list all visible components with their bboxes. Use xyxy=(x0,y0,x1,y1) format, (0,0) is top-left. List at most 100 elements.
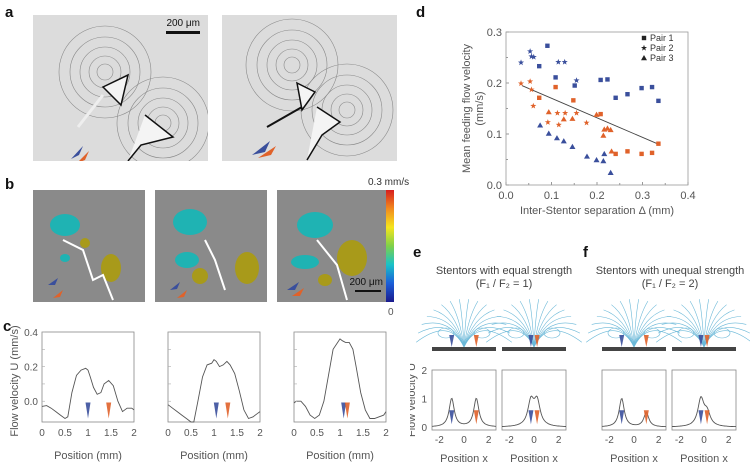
scale-bar-label-a: 200 μm xyxy=(166,18,200,29)
blue-stentor-marker-shape xyxy=(528,335,534,347)
x-axis-label: Position x xyxy=(680,453,728,465)
data-point xyxy=(527,78,534,85)
piv-image-b3: 200 μm xyxy=(277,190,389,302)
legend-marker xyxy=(641,55,647,61)
data-point xyxy=(545,43,550,48)
data-point xyxy=(656,141,661,146)
streamline xyxy=(463,299,469,348)
y-tick-label: 1 xyxy=(421,395,427,406)
series-pair-1-orange xyxy=(537,84,661,157)
wall-surface xyxy=(502,347,566,351)
data-point xyxy=(573,77,580,84)
orange-stentor-marker-shape xyxy=(473,335,479,347)
blue-stentor-marker-shape xyxy=(698,335,704,347)
panel-label-b: b xyxy=(5,176,15,193)
orange-stentor-marker-shape xyxy=(534,335,540,347)
x-tick-label: 2 xyxy=(383,428,389,439)
panel-label-a: a xyxy=(5,4,14,21)
velocity-field-b3 xyxy=(287,212,367,301)
trend-line xyxy=(521,85,659,145)
plot-frame xyxy=(671,369,737,431)
micrograph-a2 xyxy=(222,15,397,161)
x-axis-label: Position x xyxy=(440,453,488,465)
data-point xyxy=(555,121,562,128)
x-tick-label: 0 xyxy=(631,435,637,446)
data-point xyxy=(537,95,542,100)
series-pair-2-blue xyxy=(517,48,580,84)
legend-marker xyxy=(641,35,647,41)
x-tick-label: 0.3 xyxy=(635,190,650,202)
data-point xyxy=(554,109,561,116)
x-tick-label: 0.2 xyxy=(589,190,604,202)
orange-stentor-marker xyxy=(534,335,540,347)
panel-label-d: d xyxy=(416,4,426,21)
panel-label-c: c xyxy=(3,318,12,335)
x-tick-label: 2 xyxy=(486,435,492,446)
plot-frame xyxy=(167,331,261,423)
x-tick-label: 0 xyxy=(291,428,297,439)
x-axis-label: Position (mm) xyxy=(306,450,374,462)
y-axis-label: Mean feeding flow velocity xyxy=(461,43,473,173)
data-point xyxy=(608,148,615,154)
piv-image-b1 xyxy=(33,190,145,302)
data-point xyxy=(562,109,569,116)
data-point xyxy=(649,84,655,90)
data-point xyxy=(583,119,590,126)
streamline xyxy=(463,300,479,348)
x-tick-label: 2 xyxy=(726,435,732,446)
panel-f-title: Stentors with unequal strength (F₁ / F₂ … xyxy=(590,265,750,291)
y-axis-label: Flow velocity U xyxy=(410,363,418,437)
velocity-field-b1 xyxy=(48,214,121,301)
streamline xyxy=(703,300,719,348)
x-tick-label: 0 xyxy=(39,428,45,439)
blue-stentor-marker xyxy=(619,410,625,425)
x-tick-label: 1 xyxy=(337,428,343,439)
micrograph-a1: 200 μm xyxy=(33,15,208,161)
data-point xyxy=(572,83,577,88)
panel-label-f: f xyxy=(583,244,588,261)
data-point xyxy=(545,130,552,136)
orange-stentor-marker-shape xyxy=(473,410,479,425)
data-point xyxy=(561,58,568,65)
data-point xyxy=(639,85,644,91)
wall-surface xyxy=(432,347,496,351)
data-point xyxy=(569,115,576,121)
blue-stentor-marker-shape xyxy=(619,410,625,425)
streamline xyxy=(703,304,727,348)
streamline xyxy=(633,304,657,348)
data-point xyxy=(560,138,567,144)
streamline xyxy=(421,322,465,348)
data-point xyxy=(625,92,630,97)
y-axis-unit-label: (mm/s) xyxy=(474,91,486,125)
blue-stentor-marker-shape xyxy=(85,402,91,419)
blue-stentor-marker-shape xyxy=(449,335,455,347)
blue-stentor-marker xyxy=(528,410,534,425)
chart-f2: -2 0 2 Position x xyxy=(671,369,737,465)
data-point xyxy=(583,153,590,159)
blue-stentor-marker xyxy=(213,402,219,419)
data-point xyxy=(604,125,611,131)
panel-e-title-line2: (F₁ / F₂ = 1) xyxy=(475,278,533,290)
legend-label: Pair 3 xyxy=(650,53,674,63)
streamline xyxy=(533,304,557,348)
blue-stentor-marker-shape xyxy=(341,402,347,419)
blue-stentor-marker-shape xyxy=(449,410,455,425)
wall-surface xyxy=(602,347,666,351)
velocity-line xyxy=(293,338,387,420)
blue-stentor-marker xyxy=(698,335,704,347)
data-point xyxy=(613,95,618,100)
colorbar-min-label: 0 xyxy=(388,307,394,318)
orange-stentor-marker xyxy=(473,410,479,425)
vortex-right xyxy=(543,327,561,339)
scale-bar-a xyxy=(166,31,200,34)
orange-stentor-marker xyxy=(534,410,540,425)
orange-stentor-marker xyxy=(106,402,112,419)
scale-bar-label-b: 200 μm xyxy=(349,277,383,288)
panel-d-scatter: 0.0 0.1 0.2 0.3 0.4 0.0 0.1 0.2 0.3 Inter-Stentor… xyxy=(461,27,696,217)
vortex-left xyxy=(507,327,525,339)
data-point xyxy=(544,119,551,125)
streamline xyxy=(519,300,535,348)
blue-stentor-marker xyxy=(528,335,534,347)
x-axis-label: Inter-Stentor separation Δ (mm) xyxy=(520,205,674,217)
orange-stentor-marker-shape xyxy=(106,402,112,419)
